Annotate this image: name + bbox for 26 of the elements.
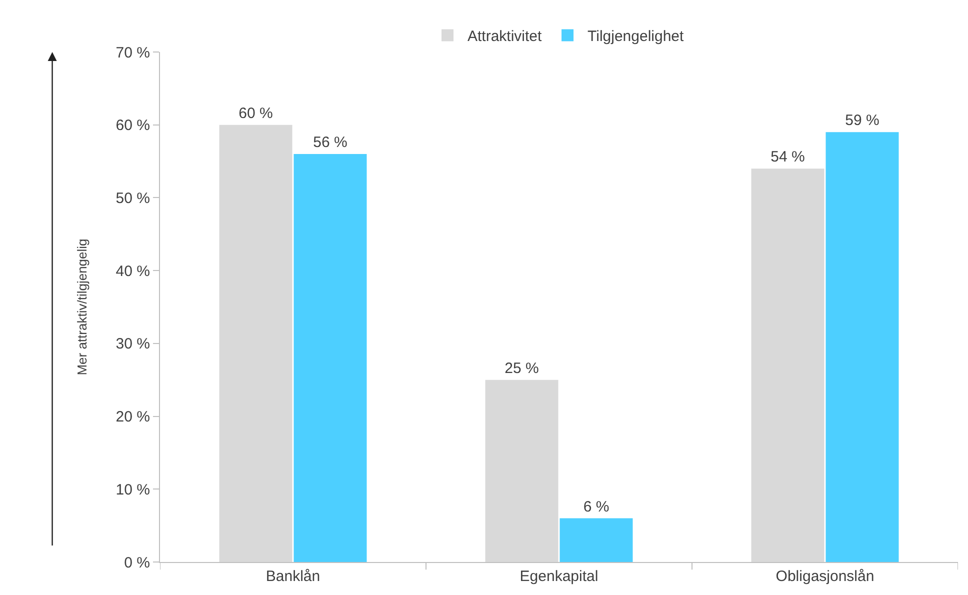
bar	[751, 168, 824, 562]
y-tick-label: 30 %	[116, 336, 150, 353]
data-label: 56 %	[313, 134, 348, 151]
y-tick-label: 60 %	[116, 117, 150, 134]
data-label: 6 %	[583, 498, 610, 516]
data-label: 25 %	[504, 360, 539, 377]
y-tick-label: 70 %	[116, 44, 150, 62]
y-tick-label: 40 %	[116, 262, 150, 280]
x-tick-label: Egenkapital	[520, 568, 598, 585]
data-label: 54 %	[770, 148, 805, 166]
data-label: 59 %	[845, 112, 880, 130]
y-tick-label: 0 %	[124, 554, 150, 572]
bar	[826, 132, 899, 562]
x-tick-label: Banklån	[266, 568, 320, 585]
bar	[294, 154, 367, 562]
legend-label: Tilgjengelighet	[588, 28, 685, 46]
bar	[485, 380, 558, 562]
bar	[219, 124, 292, 562]
y-tick-label: 20 %	[116, 408, 150, 426]
y-tick-label: 50 %	[116, 190, 150, 207]
data-label: 60 %	[238, 104, 273, 122]
x-tick-label: Obligasjonslån	[776, 568, 874, 585]
legend-label: Attraktivitet	[468, 28, 543, 46]
bar	[560, 518, 633, 562]
y-tick-label: 10 %	[116, 481, 150, 498]
y-axis-title: Mer attraktiv/tilgjengelig	[74, 238, 90, 376]
